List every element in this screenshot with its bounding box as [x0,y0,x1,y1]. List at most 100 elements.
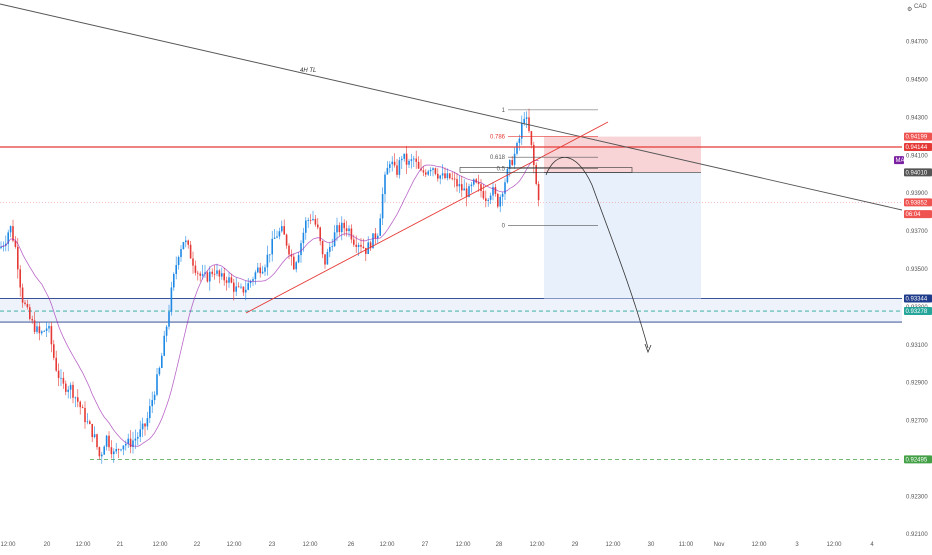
candle-134 [321,240,324,259]
price-tag-093852[interactable]: 0.93852 [904,198,932,207]
candle-body [329,246,331,252]
time-axis-tick: 27 [422,542,429,548]
candle-54 [129,430,132,454]
price-tag-ma[interactable]: MA [894,156,905,165]
candle-body [379,218,381,236]
candle-52 [125,440,127,451]
candle-body [494,187,497,194]
candle-56 [134,429,137,449]
candle-223 [535,162,537,186]
candle-30 [72,381,74,404]
short-target-zone[interactable] [544,172,701,299]
candle-body [79,401,81,408]
candle-body [396,165,398,175]
candle-body [197,272,199,274]
fib-level-label: 1 [502,108,506,114]
candle-26 [62,371,65,389]
candle-body [439,175,441,179]
candle-94 [225,276,228,291]
candle-body [312,218,314,221]
candle-34 [81,404,84,409]
short-stop-zone[interactable] [544,136,701,173]
candle-body [302,232,305,244]
candle-47 [113,448,115,463]
candle-body [266,254,269,268]
candle-78 [187,239,189,249]
candle-body [264,267,266,272]
candle-99 [237,282,240,288]
candle-body [26,303,29,308]
price-tag-094199[interactable]: 0.94199 [904,132,932,141]
candle-167 [401,155,403,169]
candle-36 [86,413,89,425]
candle-16 [38,322,41,341]
candle-body [338,225,341,233]
candle-187 [449,172,451,180]
price-tag-bg [904,143,932,152]
candle-200 [480,179,482,198]
candle-215 [516,141,518,156]
candle-18 [43,330,45,332]
candle-95 [228,272,230,288]
candle-body [461,184,463,191]
candle-58 [139,420,141,443]
candle-body [48,326,50,329]
trendline-4h[interactable] [0,3,903,211]
candle-body [305,220,307,233]
candle-146 [350,224,353,244]
candle-body [384,174,386,195]
candle-body [249,281,252,284]
candle-177 [425,169,427,177]
rising-trendline[interactable] [245,121,609,314]
price-tag-label: MA [896,158,905,164]
candle-body [84,407,86,423]
candle-body [434,168,437,174]
candle-57 [137,432,139,446]
candle-body [475,179,477,183]
price-tag-094010[interactable]: 0.94010 [904,168,932,177]
price-axis-tick: 0.92300 [906,494,928,500]
settings-gear-icon[interactable]: ⚙ [907,6,912,13]
candle-body [194,265,197,273]
candle-body [489,195,492,200]
candle-body [141,423,144,430]
price-axis-tick: 0.94500 [906,78,928,84]
candle-183 [439,174,441,185]
candle-body [237,286,240,288]
candle-body [468,186,470,197]
candle-body [149,406,151,419]
price-tag-092495[interactable]: 0.92495 [904,455,932,464]
candle-182 [437,168,439,182]
candle-body [513,153,516,165]
price-tag-094144[interactable]: 0.94144 [904,143,932,152]
candle-body [458,184,461,187]
candle-body [31,319,33,321]
candle-172 [413,155,415,167]
candle-131 [314,214,317,227]
candle-body [293,256,295,270]
time-axis[interactable] [0,538,902,550]
candle-170 [408,158,410,168]
candle-body [134,438,137,441]
candle-body [17,246,19,270]
candle-192 [461,175,463,198]
price-tag-093344[interactable]: 0.93344 [904,294,932,303]
candle-17 [41,330,43,336]
candle-193 [463,179,465,191]
candle-45 [108,431,110,452]
candle-body [182,242,185,250]
candle-body [317,224,319,228]
candle-109 [261,265,264,275]
price-tag-0604[interactable]: 06:04 [904,210,932,219]
candle-29 [69,382,72,399]
candle-body [7,232,9,244]
candle-body [247,283,249,290]
candle-body [209,271,211,282]
candle-body [333,232,336,247]
candle-body [297,255,300,263]
candle-191 [458,175,461,194]
price-tag-093278[interactable]: 0.93278 [904,307,932,316]
time-axis-tick: 22 [194,542,201,548]
